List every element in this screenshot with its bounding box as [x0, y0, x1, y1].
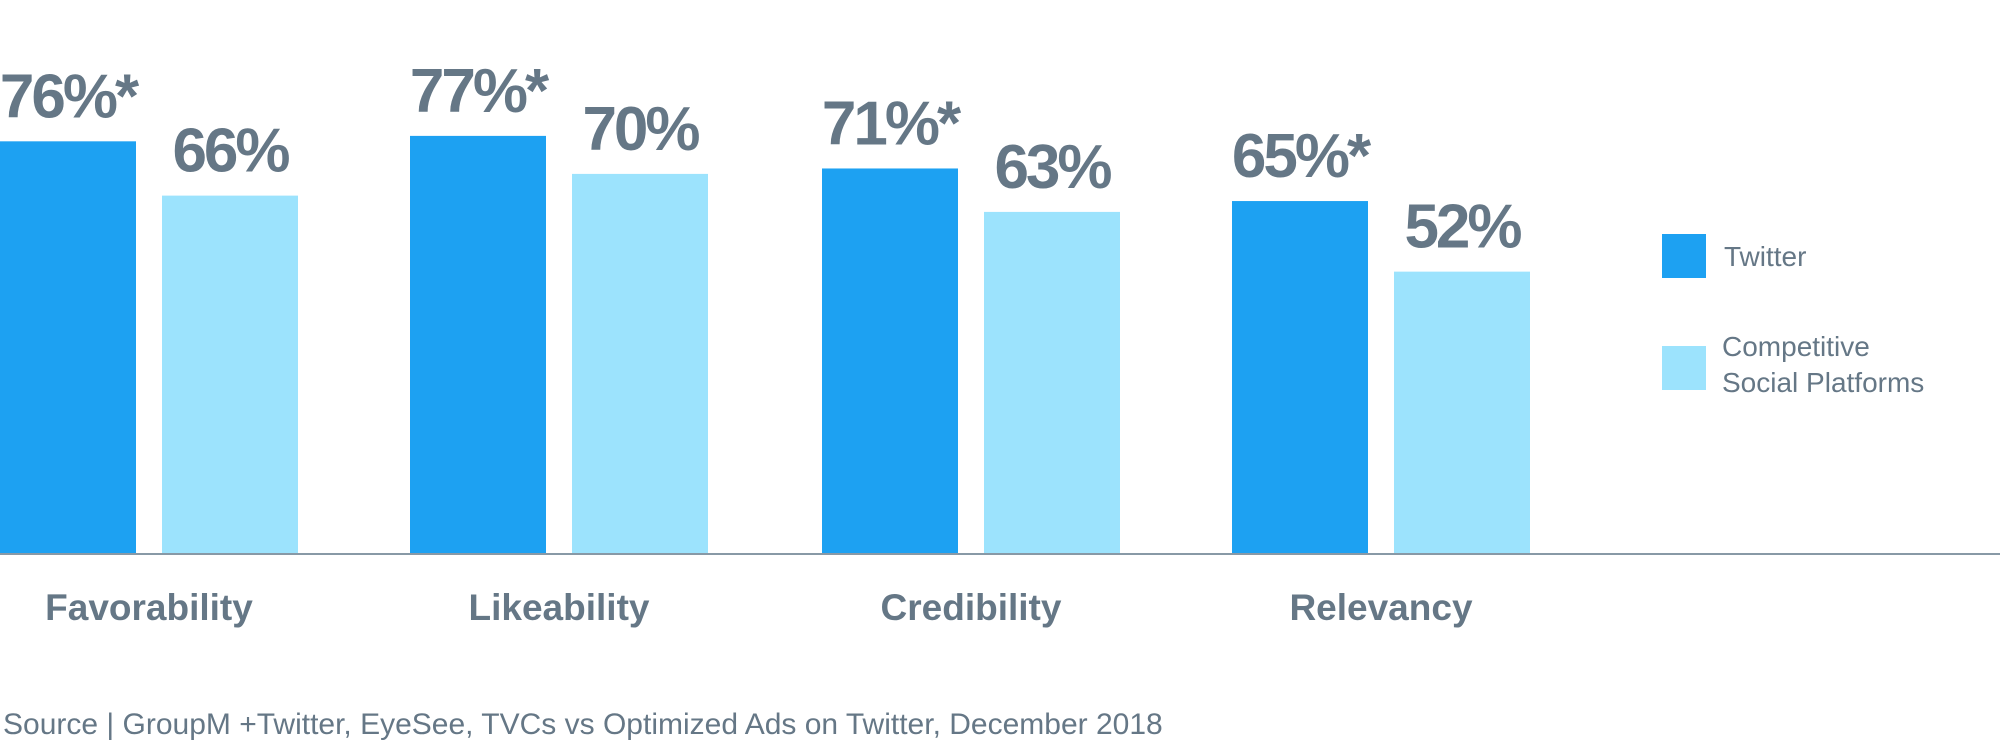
value-label-twitter-favorability: 76%* [0, 62, 140, 131]
bar-competitive-social-platforms-favorability [162, 195, 298, 554]
legend-swatch-twitter [1662, 234, 1706, 278]
bar-twitter-relevancy [1232, 201, 1368, 555]
bar-competitive-social-platforms-relevancy [1394, 271, 1530, 554]
source-note: Source | GroupM +Twitter, EyeSee, TVCs v… [3, 708, 1163, 741]
category-label-relevancy: Relevancy [1289, 587, 1472, 628]
category-label-favorability: Favorability [45, 587, 253, 628]
legend: Twitter Competitive Social Platforms [1662, 234, 1924, 398]
bar-competitive-social-platforms-credibility [984, 211, 1120, 554]
category-labels-layer: Favorability Likeability Credibility Releva… [45, 587, 1473, 628]
value-label-competitive-social-platforms-likeability: 70% [582, 95, 699, 164]
value-label-competitive-social-platforms-credibility: 63% [994, 133, 1111, 202]
value-label-twitter-relevancy: 65%* [1232, 122, 1372, 191]
bars-layer [0, 135, 1530, 555]
legend-label-twitter: Twitter [1724, 241, 1806, 272]
value-label-twitter-likeability: 77%* [410, 57, 550, 126]
category-label-likeability: Likeability [469, 587, 650, 628]
legend-swatch-competitive-social-platforms [1662, 346, 1706, 390]
bar-twitter-favorability [0, 141, 136, 554]
value-label-twitter-credibility: 71%* [822, 89, 962, 158]
legend-label-competitive-social-platforms: Competitive Social Platforms [1722, 331, 1924, 398]
legend-label-line-1: Competitive [1722, 331, 1870, 362]
value-labels-layer: 76%* 66% 77%* 70% 71%* 63% 65%* 52% [0, 57, 1524, 262]
legend-label-line-2: Social Platforms [1722, 367, 1924, 398]
bar-twitter-likeability [410, 135, 546, 554]
value-label-competitive-social-platforms-relevancy: 52% [1404, 193, 1521, 262]
value-label-competitive-social-platforms-favorability: 66% [172, 117, 289, 186]
category-label-credibility: Credibility [881, 587, 1062, 628]
bar-twitter-credibility [822, 168, 958, 554]
bar-competitive-social-platforms-likeability [572, 173, 708, 554]
